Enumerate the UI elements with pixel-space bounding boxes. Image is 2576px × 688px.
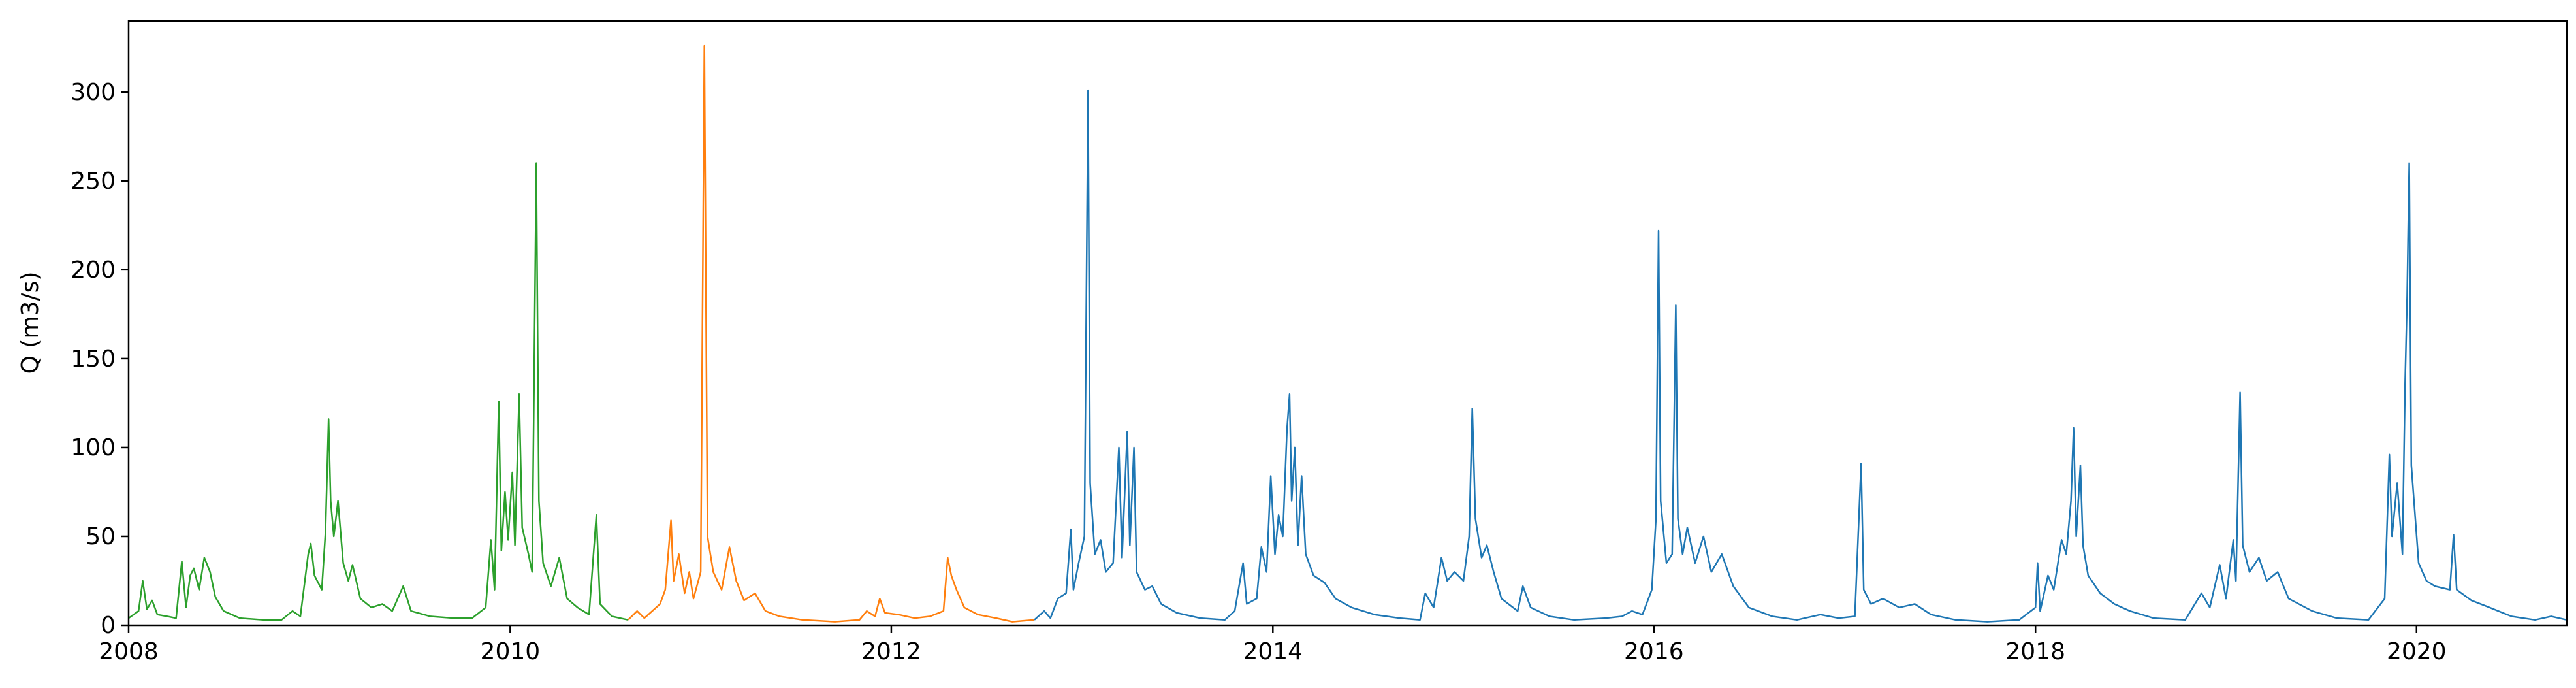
y-tick-label: 200: [71, 257, 116, 284]
x-tick-label: 2016: [1624, 638, 1684, 665]
x-tick-label: 2014: [1243, 638, 1303, 665]
y-axis-label: Q (m3/s): [17, 272, 44, 374]
y-tick-label: 0: [101, 612, 116, 639]
x-axis-ticks: 2008 2010 2012 2014 2016 2018 2020: [99, 625, 2447, 665]
y-tick-label: 250: [71, 168, 116, 195]
plot-frame: [127, 20, 2568, 627]
y-axis-ticks: 0 50 100 150 200 250 300: [71, 79, 129, 639]
series-lines: [128, 44, 2568, 623]
y-tick-label: 300: [71, 79, 116, 106]
series-line-1: [128, 162, 629, 621]
x-tick-label: 2010: [481, 638, 541, 665]
y-tick-label: 100: [71, 434, 116, 461]
y-tick-label: 50: [86, 523, 116, 550]
x-tick-label: 2008: [99, 638, 159, 665]
x-tick-label: 2020: [2387, 638, 2447, 665]
y-tick-label: 150: [71, 346, 116, 372]
x-tick-label: 2018: [2005, 638, 2065, 665]
series-line-2: [628, 44, 1035, 623]
series-line-3: [1034, 89, 2568, 623]
x-tick-label: 2012: [861, 638, 921, 665]
